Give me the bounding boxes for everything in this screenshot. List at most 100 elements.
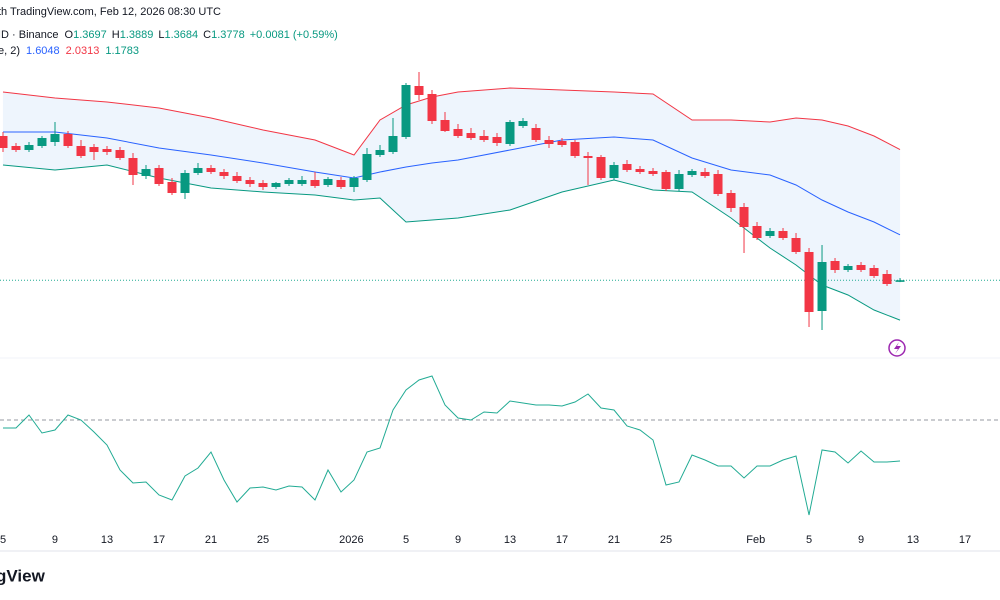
c-label: C bbox=[203, 29, 211, 41]
alert-bolt[interactable] bbox=[894, 342, 901, 354]
change: +0.0081 (+0.59%) bbox=[250, 29, 338, 41]
h-label: H bbox=[112, 29, 120, 41]
candle-body bbox=[869, 268, 879, 276]
candle-body bbox=[466, 133, 476, 138]
candle-body bbox=[37, 138, 47, 146]
candle-body bbox=[154, 168, 164, 184]
indicator-name: e, 2) bbox=[0, 45, 20, 57]
candle-body bbox=[726, 193, 736, 208]
upper-value: 2.0313 bbox=[66, 45, 100, 57]
candle-body bbox=[687, 171, 697, 175]
candle-body bbox=[349, 178, 359, 187]
candle-body bbox=[674, 174, 684, 189]
l-label: L bbox=[158, 29, 164, 41]
candle-body bbox=[765, 231, 775, 236]
candle-body bbox=[440, 120, 450, 131]
o-label: O bbox=[65, 29, 74, 41]
candle-body bbox=[882, 274, 892, 284]
logo: gView bbox=[0, 566, 46, 585]
x-tick-label: 5 bbox=[403, 534, 409, 546]
candle-body bbox=[284, 180, 294, 184]
h-value: 1.3889 bbox=[120, 29, 154, 41]
candle-body bbox=[791, 238, 801, 252]
candle-body bbox=[401, 85, 411, 137]
candle-body bbox=[336, 180, 346, 187]
candle-body bbox=[128, 158, 138, 175]
c-value: 1.3778 bbox=[211, 29, 245, 41]
middle-band bbox=[2, 131, 901, 236]
x-tick-label: 9 bbox=[858, 534, 864, 546]
candle-body bbox=[388, 136, 398, 152]
x-tick-label: 17 bbox=[959, 534, 971, 546]
x-tick-label: 9 bbox=[52, 534, 58, 546]
candle-body bbox=[531, 128, 541, 140]
candle-body bbox=[895, 280, 905, 282]
x-tick-label: 5 bbox=[806, 534, 812, 546]
upper-band bbox=[2, 87, 901, 156]
candle-body bbox=[24, 145, 34, 150]
candle-body bbox=[89, 147, 99, 152]
candle-body bbox=[856, 265, 866, 270]
alert-circle[interactable] bbox=[888, 339, 906, 357]
candle-body bbox=[0, 136, 8, 148]
candle-body bbox=[427, 94, 437, 121]
lower-value: 1.1783 bbox=[105, 45, 139, 57]
candle-body bbox=[11, 146, 21, 150]
candle-body bbox=[479, 136, 489, 140]
ohlc-line: ID · Binance O1.3697 H1.3889 L1.3684 C1.3778… bbox=[0, 29, 338, 41]
candle-body bbox=[414, 86, 424, 95]
candle-body bbox=[635, 169, 645, 172]
candle-body bbox=[583, 156, 593, 158]
plot-area: 5 9 13 17 21 25 2026 5 9 13 17 21 25 Feb 5 9 13 17 bbox=[0, 72, 1000, 546]
lower-band bbox=[2, 164, 901, 321]
candle-body bbox=[115, 150, 125, 158]
oscillator-line bbox=[2, 375, 901, 516]
x-tick-label: 13 bbox=[101, 534, 113, 546]
x-tick-label: 21 bbox=[205, 534, 217, 546]
alert-icon[interactable] bbox=[888, 339, 906, 357]
x-tick-label: 17 bbox=[556, 534, 568, 546]
candle-body bbox=[622, 164, 632, 170]
x-tick-label: 9 bbox=[455, 534, 461, 546]
candle-body bbox=[50, 134, 60, 142]
candle-body bbox=[167, 182, 177, 193]
x-tick-label: 13 bbox=[907, 534, 919, 546]
candle-body bbox=[180, 173, 190, 193]
candle-body bbox=[492, 137, 502, 143]
x-tick-label: 13 bbox=[504, 534, 516, 546]
candle-body bbox=[76, 146, 86, 156]
candle-body bbox=[63, 134, 73, 146]
candle-body bbox=[362, 154, 372, 180]
candle-body bbox=[661, 172, 671, 189]
candle-body bbox=[141, 169, 151, 176]
candle-body bbox=[219, 172, 229, 176]
candle-body bbox=[297, 180, 307, 184]
candle-body bbox=[258, 183, 268, 187]
candle-body bbox=[557, 141, 567, 145]
candle-body bbox=[375, 150, 385, 155]
candle-body bbox=[752, 226, 762, 238]
candle-body bbox=[713, 174, 723, 194]
x-tick-label: 2026 bbox=[339, 534, 363, 546]
x-tick-label: 25 bbox=[257, 534, 269, 546]
o-value: 1.3697 bbox=[73, 29, 107, 41]
candle-body bbox=[570, 142, 580, 156]
candle-body bbox=[505, 122, 515, 144]
candle-body bbox=[193, 168, 203, 173]
candle-body bbox=[817, 262, 827, 311]
l-value: 1.3684 bbox=[164, 29, 198, 41]
candle-body bbox=[700, 172, 710, 176]
x-tick-label: 21 bbox=[608, 534, 620, 546]
candle-body bbox=[206, 168, 216, 172]
candle-body bbox=[310, 180, 320, 186]
candle-body bbox=[245, 180, 255, 184]
candle-body bbox=[544, 140, 554, 144]
x-tick-label: 5 bbox=[0, 534, 6, 546]
candle-body bbox=[518, 121, 528, 126]
candle-body bbox=[609, 165, 619, 178]
candle-body bbox=[843, 266, 853, 270]
candle-body bbox=[648, 171, 658, 174]
band-fill bbox=[2, 88, 901, 321]
